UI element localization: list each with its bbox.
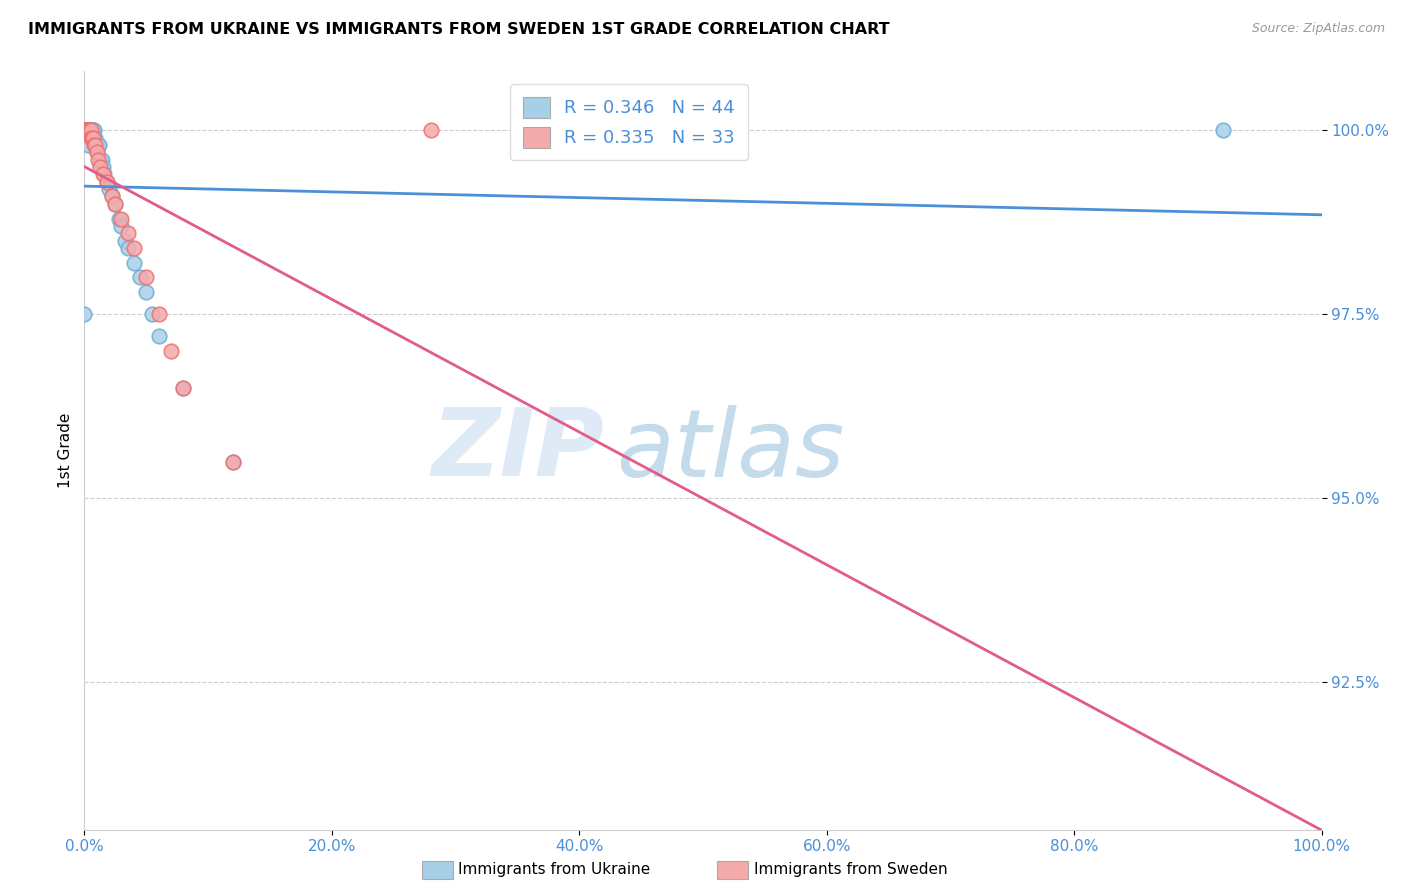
Point [89,138,111,153]
Point [419,123,441,137]
Point [76,123,98,137]
Point [122,241,145,255]
Point [83,138,105,153]
Point [77,123,100,137]
Point [75,123,97,137]
Point [89,153,111,167]
Point [82,130,104,145]
Text: IMMIGRANTS FROM UKRAINE VS IMMIGRANTS FROM SWEDEN 1ST GRADE CORRELATION CHART: IMMIGRANTS FROM UKRAINE VS IMMIGRANTS FR… [28,22,890,37]
Point [77,123,100,137]
Point [141,307,163,321]
Point [73,123,96,137]
Point [76,123,98,137]
Point [117,241,139,255]
Point [83,138,105,153]
Point [148,307,170,321]
Point [73,307,96,321]
Text: Immigrants from Ukraine: Immigrants from Ukraine [458,863,651,877]
Point [87,138,110,153]
Point [75,123,97,137]
Point [83,130,105,145]
Point [108,211,131,226]
Point [222,454,245,468]
Point [160,344,183,359]
Text: Source: ZipAtlas.com: Source: ZipAtlas.com [1251,22,1385,36]
Point [96,175,118,189]
Point [75,123,97,137]
Point [1212,123,1234,137]
Point [83,123,105,137]
Point [86,138,108,153]
Point [80,130,103,145]
Point [76,123,98,137]
Point [100,189,122,203]
Text: atlas: atlas [616,405,845,496]
Point [79,123,101,137]
Point [77,123,100,137]
Point [117,227,139,241]
Point [77,123,100,137]
Point [135,270,157,285]
Point [83,130,105,145]
Point [222,454,245,468]
Point [110,219,132,233]
Point [93,168,115,182]
Point [80,130,103,145]
Y-axis label: 1st Grade: 1st Grade [58,413,73,488]
Point [79,123,101,137]
Point [79,123,101,137]
Point [76,123,98,137]
Point [79,123,101,137]
Point [76,123,98,137]
Point [114,234,136,248]
Legend: R = 0.346   N = 44, R = 0.335   N = 33: R = 0.346 N = 44, R = 0.335 N = 33 [510,84,748,161]
Point [98,182,121,196]
Point [79,123,101,137]
Point [129,270,152,285]
Point [89,160,111,174]
Point [76,123,98,137]
Point [91,160,114,174]
Text: ZIP: ZIP [432,404,605,497]
Point [73,123,96,137]
Point [91,168,114,182]
Text: Immigrants from Sweden: Immigrants from Sweden [754,863,948,877]
Point [90,153,112,167]
Point [75,123,97,137]
Point [122,256,145,270]
Point [104,197,127,211]
Point [82,130,104,145]
Point [80,123,103,137]
Point [82,123,104,137]
Point [77,138,100,153]
Point [87,153,110,167]
Point [110,211,132,226]
Point [148,329,170,343]
Point [96,175,118,189]
Point [79,123,101,137]
Point [86,145,108,160]
Point [82,123,104,137]
Point [86,145,108,160]
Point [100,189,122,203]
Point [172,381,194,395]
Point [172,381,194,395]
Point [104,197,127,211]
Point [135,285,157,300]
Point [80,123,103,137]
